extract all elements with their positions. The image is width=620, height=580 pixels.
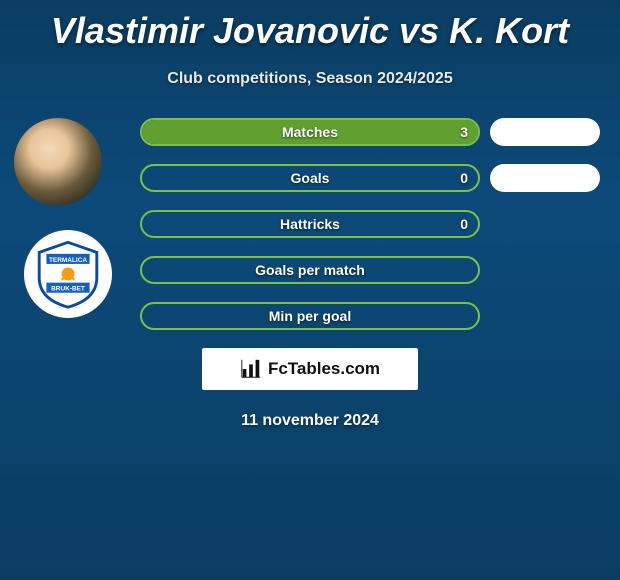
stat-label: Hattricks (142, 216, 478, 232)
stat-label: Goals per match (142, 262, 478, 278)
page-title: Vlastimir Jovanovic vs K. Kort (0, 0, 620, 52)
fctables-badge[interactable]: FcTables.com (202, 348, 418, 390)
stat-label: Min per goal (142, 308, 478, 324)
stat-bar-left: Min per goal (140, 302, 480, 330)
stats-area: TERMALICA BRUK-BET Matches3Goals0Hattric… (0, 118, 620, 330)
stat-pill-right (490, 164, 600, 192)
stat-value: 0 (460, 170, 468, 186)
stat-label: Goals (142, 170, 478, 186)
bar-chart-icon (240, 358, 262, 380)
stat-bar-left: Goals per match (140, 256, 480, 284)
subtitle: Club competitions, Season 2024/2025 (0, 70, 620, 88)
stat-row: Min per goal (0, 302, 620, 330)
stat-row: Matches3 (0, 118, 620, 146)
stat-row: Hattricks0 (0, 210, 620, 238)
stat-value: 0 (460, 216, 468, 232)
fctables-label: FcTables.com (268, 359, 380, 379)
svg-text:BRUK-BET: BRUK-BET (51, 286, 85, 293)
stat-bar-left: Goals0 (140, 164, 480, 192)
stat-bar-left: Hattricks0 (140, 210, 480, 238)
date-line: 11 november 2024 (0, 412, 620, 430)
stat-pill-right (490, 118, 600, 146)
stat-bar-left: Matches3 (140, 118, 480, 146)
stat-label: Matches (142, 124, 478, 140)
stat-row: Goals per match (0, 256, 620, 284)
stat-value: 3 (460, 124, 468, 140)
stat-row: Goals0 (0, 164, 620, 192)
